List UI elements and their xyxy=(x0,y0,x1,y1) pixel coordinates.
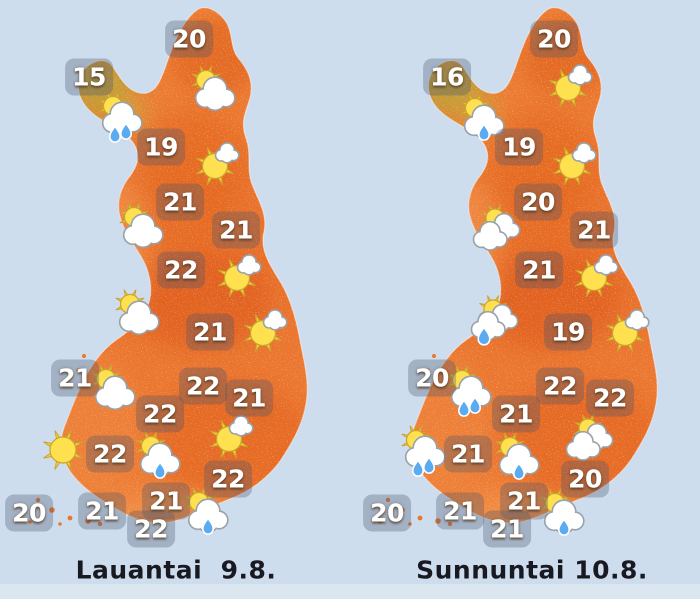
temperature-label: 21 xyxy=(515,251,563,289)
temperature-label: 19 xyxy=(137,128,185,166)
weather-sun-cloud-icon xyxy=(568,248,628,304)
weather-rain2-icon xyxy=(91,91,151,147)
day-label-sunday: Sunnuntai 10.8. xyxy=(416,555,648,585)
weather-rain1-icon xyxy=(129,431,189,487)
weather-rain2-icon xyxy=(394,425,454,481)
weather-sun-cloud-icon xyxy=(237,303,297,359)
temperature-label: 21 xyxy=(436,492,484,530)
weather-sun-cloud-icon xyxy=(203,409,263,465)
temperature-label: 22 xyxy=(136,395,184,433)
weather-sun-icon xyxy=(33,422,93,478)
temperature-label: 20 xyxy=(514,183,562,221)
weather-cloud2-sun-icon xyxy=(560,413,620,469)
temperature-label: 20 xyxy=(165,20,213,58)
temperature-label: 21 xyxy=(444,435,492,473)
temperature-label: 22 xyxy=(536,367,584,405)
footer-strip xyxy=(0,584,700,599)
weather-rain1-icon xyxy=(177,487,237,543)
temperature-label: 15 xyxy=(65,58,113,96)
temperature-label: 21 xyxy=(225,379,273,417)
temperature-label: 22 xyxy=(127,510,175,548)
temperature-label: 16 xyxy=(423,58,471,96)
temperature-label: 21 xyxy=(156,183,204,221)
temperature-label: 21 xyxy=(212,211,260,249)
weather-cloud2-rain1-icon xyxy=(465,294,525,350)
temperature-label: 21 xyxy=(51,359,99,397)
temperature-label: 21 xyxy=(492,395,540,433)
weather-sun-cloud-icon xyxy=(189,136,249,192)
weather-sun-cloud-icon xyxy=(546,136,606,192)
weather-sun-cloud-icon xyxy=(599,303,659,359)
temperature-label: 22 xyxy=(86,435,134,473)
weather-sun-cloud-icon xyxy=(211,248,271,304)
temperature-label: 22 xyxy=(179,367,227,405)
temperature-label: 19 xyxy=(544,313,592,351)
temperature-label: 22 xyxy=(157,251,205,289)
weather-rain1-icon xyxy=(488,432,548,488)
weather-cloud-sun-icon xyxy=(184,64,244,120)
day-label-saturday: Lauantai 9.8. xyxy=(75,555,277,585)
weather-rain1-icon xyxy=(533,488,593,544)
temperature-label: 21 xyxy=(186,313,234,351)
weather-rain2-icon xyxy=(440,365,500,421)
temperature-label: 20 xyxy=(5,494,53,532)
weather-cloud-sun-icon xyxy=(112,201,172,257)
temperature-label: 20 xyxy=(363,494,411,532)
temperature-label: 21 xyxy=(78,492,126,530)
temperature-label: 20 xyxy=(530,20,578,58)
weather-cloud-sun-icon xyxy=(84,363,144,419)
temperature-label: 22 xyxy=(204,460,252,498)
weather-cloud2-sun-icon xyxy=(467,203,527,259)
temperature-label: 20 xyxy=(408,359,456,397)
temperature-label: 19 xyxy=(495,128,543,166)
temperature-label: 21 xyxy=(483,510,531,548)
temperature-label: 20 xyxy=(561,460,609,498)
weather-cloud-sun-icon xyxy=(108,288,168,344)
temperature-label: 22 xyxy=(586,379,634,417)
weather-rain1-icon xyxy=(453,93,513,149)
weather-sun-cloud-icon xyxy=(542,58,602,114)
temperature-label: 21 xyxy=(570,211,618,249)
temperature-label: 21 xyxy=(142,482,190,520)
temperature-label: 21 xyxy=(500,482,548,520)
